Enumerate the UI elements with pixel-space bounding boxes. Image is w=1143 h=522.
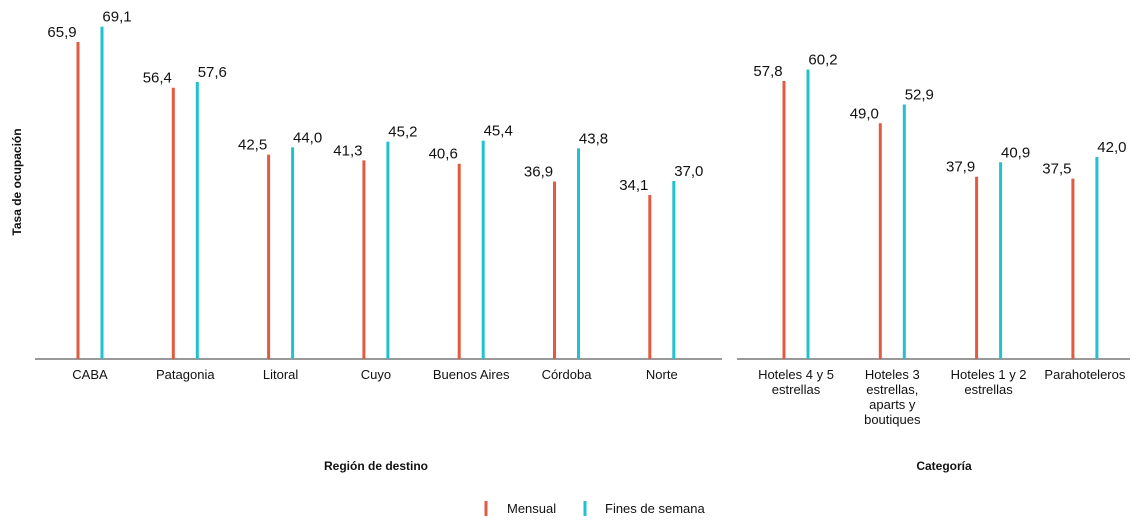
x-tick-label: Norte [646, 367, 678, 382]
data-label-fines: 69,1 [102, 9, 131, 26]
data-label-mensual: 41,3 [333, 142, 362, 159]
data-label-fines: 42,0 [1097, 139, 1126, 156]
legend-label-fines: Fines de semana [605, 501, 705, 516]
data-label-fines: 45,2 [388, 124, 417, 141]
data-label-mensual: 56,4 [143, 70, 172, 87]
y-axis-title: Tasa de ocupación [10, 128, 24, 235]
data-label-mensual: 36,9 [524, 164, 553, 181]
data-label-mensual: 42,5 [238, 137, 267, 154]
data-label-fines: 57,6 [198, 64, 227, 81]
data-label-fines: 43,8 [579, 130, 608, 147]
x-tick-label: Patagonia [156, 367, 215, 382]
x-tick-label: Córdoba [542, 367, 593, 382]
data-label-mensual: 65,9 [47, 24, 76, 41]
legend: Mensual Fines de semana [484, 501, 705, 516]
data-label-fines: 37,0 [674, 163, 703, 180]
x-tick-label: CABA [72, 367, 108, 382]
panel-region: 65,9 69,1 CABA 56,4 57,6 Patagonia 42,5 44,0 Lit… [35, 9, 722, 473]
x-tick-label: Buenos Aires [433, 367, 510, 382]
data-label-mensual: 49,0 [850, 105, 879, 122]
legend-label-mensual: Mensual [507, 501, 556, 516]
x-tick-label: Hoteles 1 y 2 estrellas [951, 367, 1027, 397]
data-label-fines: 40,9 [1001, 144, 1030, 161]
panel-category: 57,8 60,2 Hoteles 4 y 5 estrellas 49,0 52,9 Ho… [737, 51, 1130, 473]
x-tick-label: Litoral [263, 367, 299, 382]
x-axis-title: Región de destino [324, 459, 428, 473]
data-label-mensual: 40,6 [429, 146, 458, 163]
data-label-mensual: 57,8 [753, 63, 782, 80]
data-label-fines: 52,9 [905, 87, 934, 104]
x-tick-label: Cuyo [361, 367, 391, 382]
x-tick-label: Parahoteleros [1044, 367, 1125, 382]
data-label-fines: 44,0 [293, 129, 322, 146]
data-label-mensual: 37,9 [946, 159, 975, 176]
data-label-fines: 60,2 [808, 51, 837, 68]
x-axis-title: Categoría [916, 459, 972, 473]
data-label-fines: 45,4 [484, 123, 513, 140]
data-label-mensual: 34,1 [619, 177, 648, 194]
data-label-mensual: 37,5 [1042, 161, 1071, 178]
x-tick-label: Hoteles 4 y 5 estrellas [758, 367, 834, 397]
x-tick-label: Hoteles 3 estrellas, aparts y boutiques [864, 367, 921, 427]
